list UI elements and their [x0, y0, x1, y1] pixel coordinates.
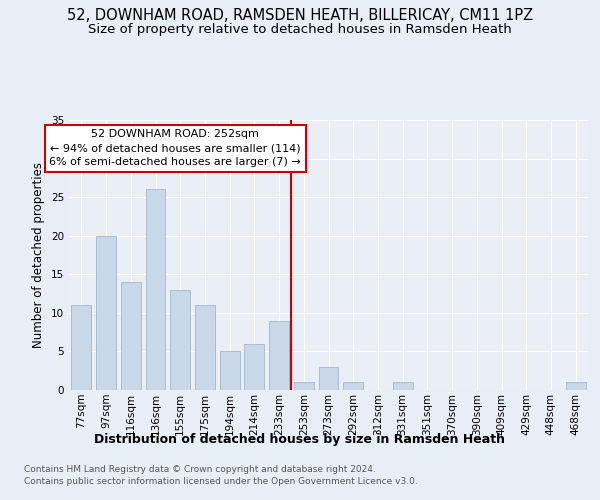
- Bar: [244, 344, 264, 390]
- Text: Distribution of detached houses by size in Ramsden Heath: Distribution of detached houses by size …: [95, 432, 505, 446]
- Bar: [319, 367, 338, 390]
- Text: Contains HM Land Registry data © Crown copyright and database right 2024.
Contai: Contains HM Land Registry data © Crown c…: [24, 465, 418, 486]
- Bar: [195, 305, 215, 390]
- Bar: [393, 382, 413, 390]
- Bar: [294, 382, 314, 390]
- Text: 52, DOWNHAM ROAD, RAMSDEN HEATH, BILLERICAY, CM11 1PZ: 52, DOWNHAM ROAD, RAMSDEN HEATH, BILLERI…: [67, 8, 533, 22]
- Bar: [566, 382, 586, 390]
- Text: 52 DOWNHAM ROAD: 252sqm
← 94% of detached houses are smaller (114)
6% of semi-de: 52 DOWNHAM ROAD: 252sqm ← 94% of detache…: [49, 130, 301, 168]
- Bar: [343, 382, 363, 390]
- Bar: [170, 290, 190, 390]
- Bar: [146, 190, 166, 390]
- Y-axis label: Number of detached properties: Number of detached properties: [32, 162, 46, 348]
- Bar: [96, 236, 116, 390]
- Bar: [269, 320, 289, 390]
- Bar: [71, 305, 91, 390]
- Bar: [121, 282, 140, 390]
- Text: Size of property relative to detached houses in Ramsden Heath: Size of property relative to detached ho…: [88, 22, 512, 36]
- Bar: [220, 352, 239, 390]
